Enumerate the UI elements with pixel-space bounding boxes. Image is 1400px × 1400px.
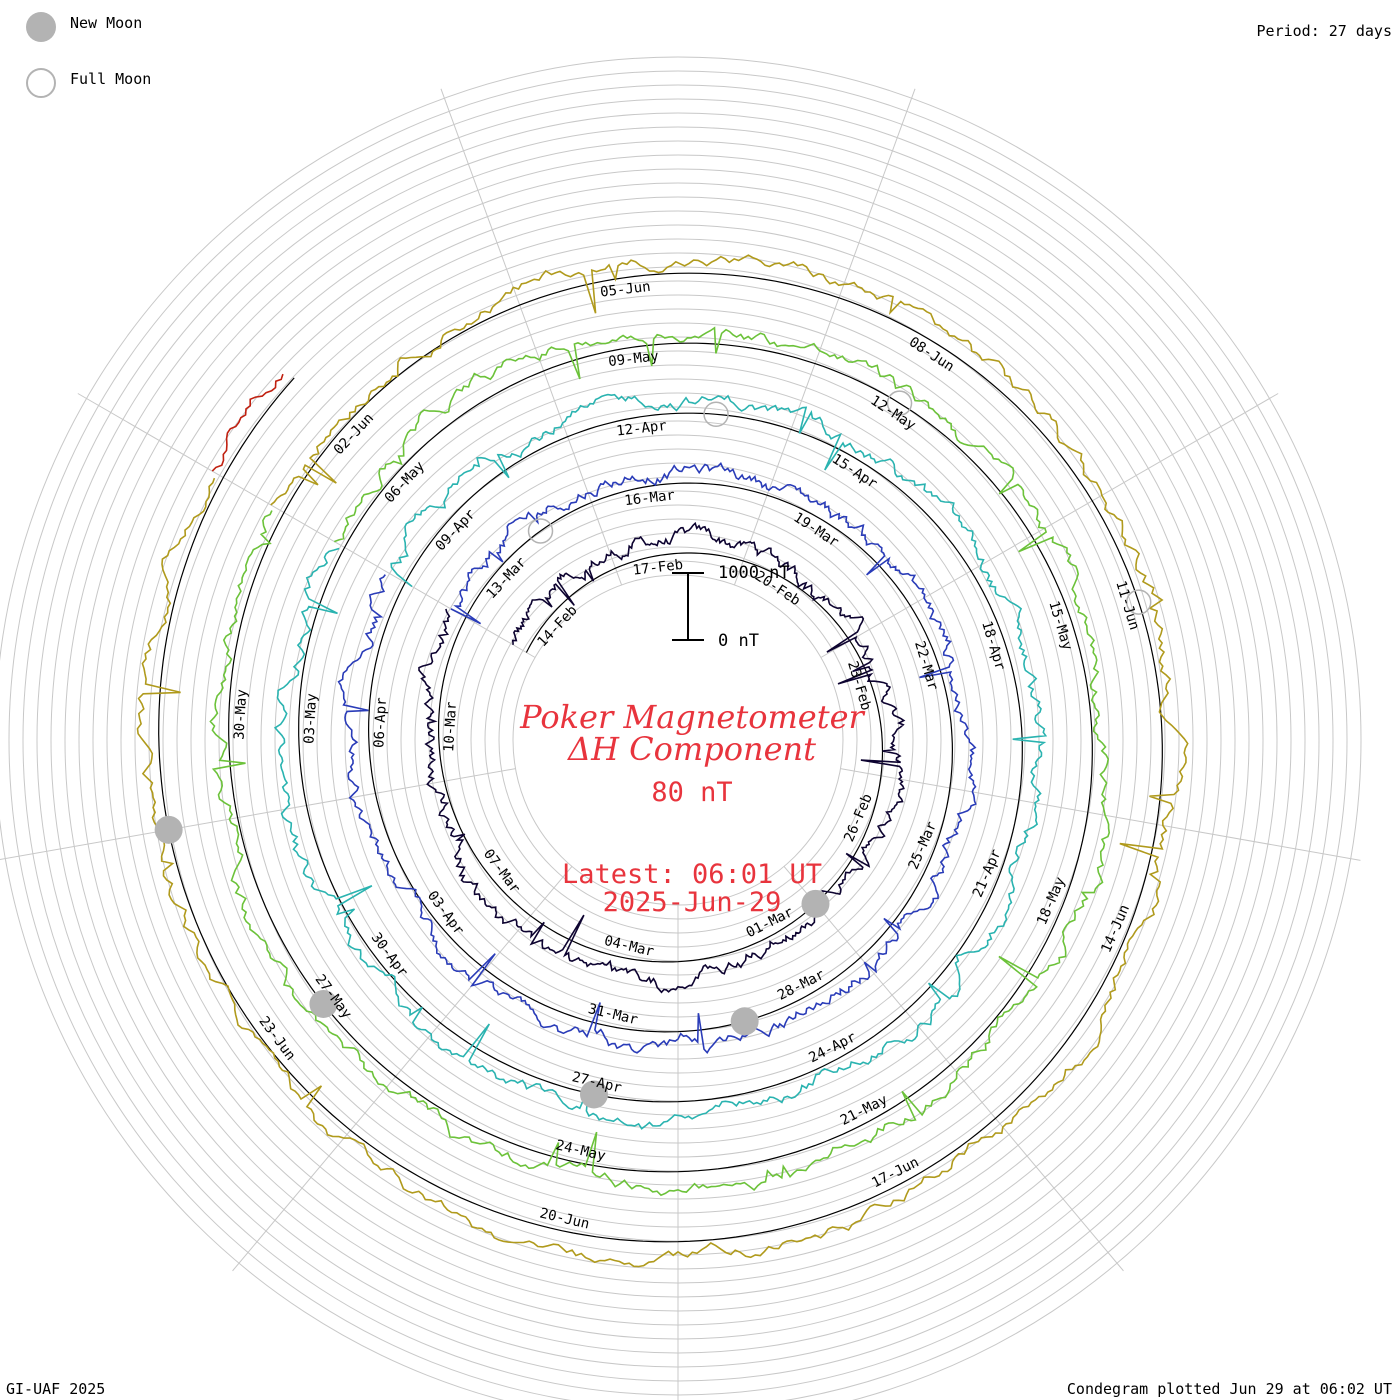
scale-bar-bottom-label: 0 nT <box>718 631 759 651</box>
date-label: 05-Jun <box>599 279 651 301</box>
date-label: 31-Mar <box>586 1001 639 1028</box>
trace-rotation-2 <box>337 462 977 1055</box>
date-label: 30-May <box>231 689 250 740</box>
trace-rotation-3 <box>273 393 1048 1130</box>
new-moon-marker <box>579 1080 608 1109</box>
date-label: 03-May <box>301 693 320 744</box>
scale-bar <box>672 572 704 641</box>
full-moon-marker <box>1125 589 1152 615</box>
trace-rotation-5 <box>136 254 1189 1268</box>
full-moon-marker <box>527 518 554 544</box>
date-label: 12-Apr <box>616 418 668 440</box>
spoke-line <box>820 393 1279 658</box>
chart-subtitle: ΔH Component <box>567 730 817 768</box>
radial-spokes <box>0 88 1361 1400</box>
plot-timestamp: Condegram plotted Jun 29 at 06:02 UT <box>1066 1380 1392 1398</box>
spoke-line <box>733 88 916 586</box>
date-label: 09-May <box>607 348 659 370</box>
baseline-spiral <box>158 272 1163 1243</box>
latest-date: 2025-Jun-29 <box>602 887 782 918</box>
legend-full-moon: Full Moon <box>26 68 226 100</box>
date-label: 04-Mar <box>603 933 656 960</box>
baseline-path <box>158 272 1163 1243</box>
date-label: 06-Apr <box>371 697 390 748</box>
date-label: 24-May <box>554 1137 607 1164</box>
new-moon-marker <box>154 815 183 844</box>
grid-ring <box>8 70 1348 1400</box>
spoke-line <box>0 768 516 861</box>
full-moon-marker <box>886 390 913 416</box>
full-moon-label: Full Moon <box>70 70 152 88</box>
new-moon-marker <box>309 989 338 1018</box>
credit-label: GI-UAF 2025 <box>6 1380 106 1398</box>
period-label: Period: 27 days <box>1256 22 1392 40</box>
trace-rotation-1 <box>418 521 906 994</box>
trace-rotation-6 <box>211 373 284 472</box>
scale-bar-top-label: 1000 nT <box>718 563 790 583</box>
date-label: 14-Feb <box>534 603 580 651</box>
date-label: 20-Jun <box>538 1205 591 1232</box>
moon-markers <box>154 390 1152 1109</box>
new-moon-marker <box>730 1007 759 1036</box>
full-moon-icon <box>26 68 56 98</box>
chart-title: Poker Magnetometer <box>520 698 864 736</box>
grid-ring <box>0 56 1362 1400</box>
full-moon-marker <box>703 401 729 428</box>
date-label: 10-Mar <box>441 701 460 752</box>
date-label: 18-May <box>1034 875 1069 928</box>
spoke-line <box>840 768 1361 861</box>
new-moon-marker <box>801 889 830 918</box>
date-label: 17-Feb <box>632 557 684 579</box>
date-label: 13-Mar <box>483 554 529 602</box>
legend-new-moon: New Moon <box>26 12 226 44</box>
spoke-line <box>232 866 573 1272</box>
spoke-line <box>783 866 1124 1272</box>
new-moon-icon <box>26 12 56 42</box>
data-traces <box>136 254 1189 1268</box>
date-label: 16-Mar <box>624 487 676 509</box>
ring-scale-label: 80 nT <box>651 777 733 808</box>
trace-rotation-4 <box>209 326 1111 1197</box>
latest-time: Latest: 06:01 UT <box>561 859 823 890</box>
new-moon-label: New Moon <box>70 14 143 32</box>
